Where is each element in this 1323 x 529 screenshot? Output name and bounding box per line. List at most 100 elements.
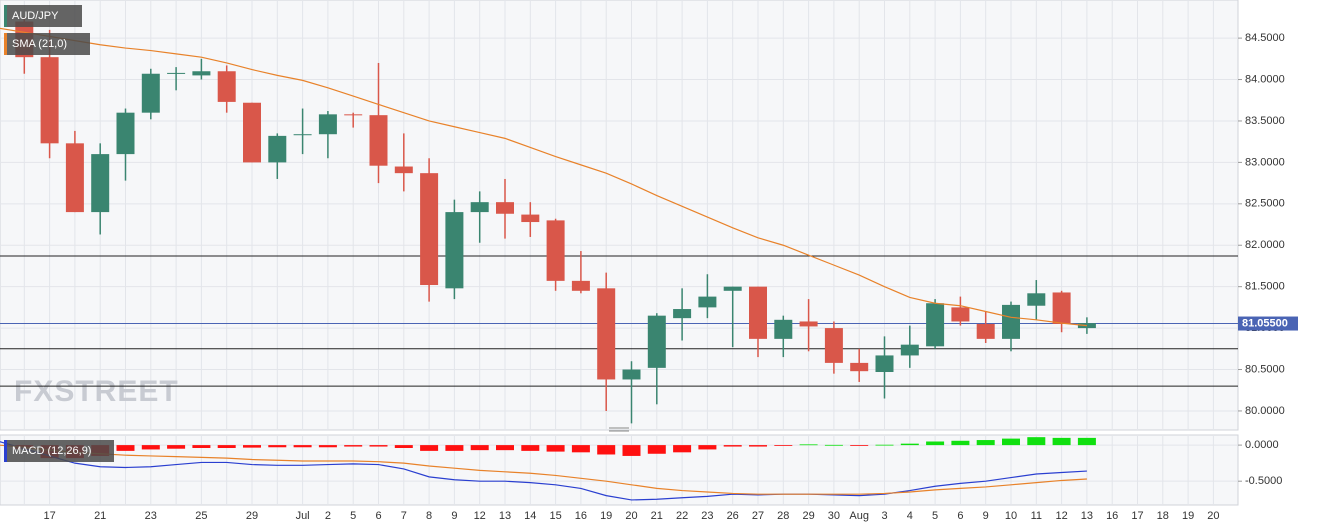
y-tick-label: -0.5000 (1245, 475, 1282, 487)
x-tick-label: 22 (676, 510, 688, 522)
candle-body (1002, 304, 1020, 339)
histogram-bar (673, 445, 692, 453)
histogram-bar (394, 445, 413, 448)
x-tick-label: 12 (474, 510, 486, 522)
candle-body (318, 114, 337, 135)
x-tick-label: 26 (727, 510, 739, 522)
x-tick-label: 23 (701, 510, 713, 522)
candle-body (546, 220, 565, 281)
histogram-bar (749, 445, 767, 447)
x-tick-label: 8 (426, 510, 432, 522)
x-tick-label: 5 (932, 510, 938, 522)
candle-body (243, 102, 261, 163)
legend-swatch (4, 440, 7, 462)
legend-entry: SMA (21,0) (12, 38, 67, 50)
x-tick-label: 6 (957, 510, 963, 522)
histogram-bar (217, 445, 236, 448)
marks (0, 17, 1238, 501)
histogram-bar (293, 445, 312, 448)
histogram-bar (622, 445, 641, 456)
candle-body (496, 202, 514, 214)
macd-line (0, 441, 1087, 501)
x-tick-label: 13 (1081, 510, 1093, 522)
histogram-bar (571, 445, 590, 453)
legend-box (4, 33, 90, 55)
histogram-bar (318, 445, 337, 448)
histogram-bar (470, 445, 489, 451)
x-tick-label: 21 (94, 510, 106, 522)
legend-box (4, 5, 82, 27)
candle-body (622, 369, 641, 380)
x-tick-label: 16 (1106, 510, 1118, 522)
x-tick-label: 20 (1207, 510, 1219, 522)
histogram-bar (597, 445, 616, 455)
x-tick-label: 25 (195, 510, 207, 522)
x-tick-label: 21 (651, 510, 663, 522)
histogram-bar (496, 445, 514, 451)
x-tick-label: 9 (451, 510, 457, 522)
candle-body (40, 57, 59, 144)
histogram-bar (723, 445, 742, 447)
candle-body (521, 214, 540, 223)
candle-body (268, 135, 287, 163)
y-tick-label: 84.5000 (1245, 32, 1285, 44)
x-tick-label: 3 (881, 510, 887, 522)
histogram-bar (192, 445, 211, 448)
histogram-bar (698, 445, 717, 450)
x-tick-label: 7 (401, 510, 407, 522)
watermark: FXSTREET (14, 375, 179, 408)
histogram-bar (1052, 437, 1071, 446)
candle-body (65, 143, 84, 213)
x-tick-label: 29 (802, 510, 814, 522)
candle-body (698, 296, 717, 308)
x-tick-label: 12 (1055, 510, 1067, 522)
y-tick-label: 80.5000 (1245, 363, 1285, 375)
histogram-bar (774, 445, 793, 446)
histogram-bar (116, 445, 135, 451)
price-panel (0, 0, 1239, 431)
x-tick-label: 29 (246, 510, 258, 522)
candle-body (673, 309, 692, 319)
candle-body (369, 115, 388, 166)
legend: AUD/JPY SMA (21,0) MACD (12,26,9) (4, 5, 114, 462)
candle-body (597, 288, 616, 380)
candle-body (875, 355, 894, 373)
x-tick-label: 27 (752, 510, 764, 522)
histogram-bar (141, 445, 160, 450)
candle-body (91, 154, 110, 213)
x-tick-label: 17 (1131, 510, 1143, 522)
candle-body (723, 286, 742, 291)
histogram-bar (344, 445, 363, 447)
last-price-box (1238, 316, 1298, 331)
y-tick-label: 83.0000 (1245, 156, 1285, 168)
y-tick-label: 80.0000 (1245, 405, 1285, 417)
x-tick-label: 5 (350, 510, 356, 522)
candle-body (1027, 293, 1046, 306)
x-tick-label: Aug (849, 510, 869, 522)
histogram-bar (850, 445, 869, 446)
histogram-bar (369, 445, 388, 447)
histogram-bar (243, 445, 261, 448)
candle-body (926, 303, 945, 347)
y-tick-label: 0.0000 (1245, 439, 1279, 451)
x-tick-label: 18 (1157, 510, 1169, 522)
candle-body (293, 134, 312, 136)
signal-line (0, 444, 1087, 495)
candle-body (116, 112, 135, 155)
x-tick-label: 23 (145, 510, 157, 522)
x-tick-label: 30 (828, 510, 840, 522)
histogram-bar (546, 445, 565, 452)
candle-body (647, 315, 666, 368)
candle-body (900, 344, 919, 356)
histogram-bar (1077, 437, 1096, 446)
panel-divider (609, 427, 629, 432)
histogram-bar (521, 445, 540, 451)
candle-body (445, 212, 464, 289)
x-tick-label: 19 (1182, 510, 1194, 522)
y-tick-label: 81.5000 (1245, 281, 1285, 293)
histogram-bar (824, 444, 843, 446)
x-tick-label: 11 (1031, 510, 1042, 522)
histogram-bar (875, 444, 894, 446)
x-tick-label: 4 (907, 510, 913, 522)
